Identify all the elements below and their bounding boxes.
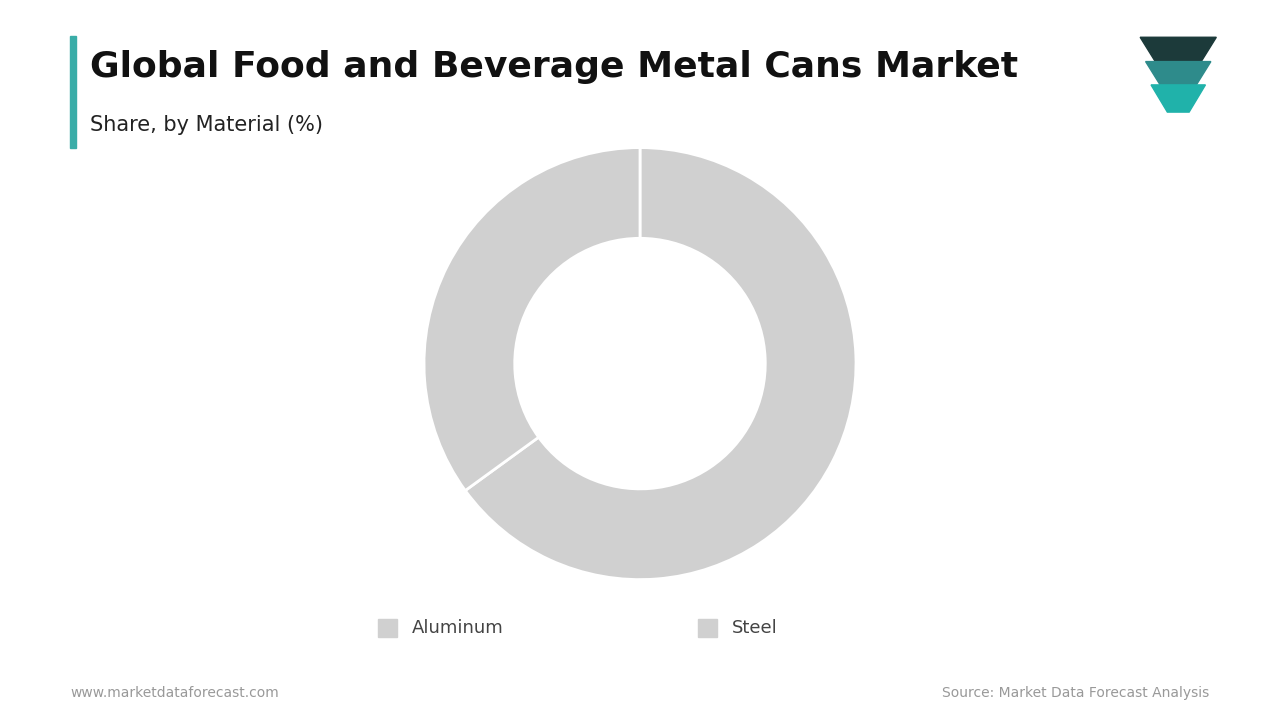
Text: www.marketdataforecast.com: www.marketdataforecast.com xyxy=(70,686,279,700)
Bar xyxy=(698,619,717,637)
Wedge shape xyxy=(465,148,856,580)
Text: Source: Market Data Forecast Analysis: Source: Market Data Forecast Analysis xyxy=(942,686,1210,700)
Polygon shape xyxy=(1146,61,1211,88)
Wedge shape xyxy=(424,148,640,490)
Text: Aluminum: Aluminum xyxy=(412,619,504,637)
Bar xyxy=(378,619,397,637)
Polygon shape xyxy=(1151,85,1206,112)
Text: Steel: Steel xyxy=(732,619,778,637)
Text: Share, by Material (%): Share, by Material (%) xyxy=(90,115,323,135)
Text: Global Food and Beverage Metal Cans Market: Global Food and Beverage Metal Cans Mark… xyxy=(90,50,1018,84)
Polygon shape xyxy=(1140,37,1216,63)
